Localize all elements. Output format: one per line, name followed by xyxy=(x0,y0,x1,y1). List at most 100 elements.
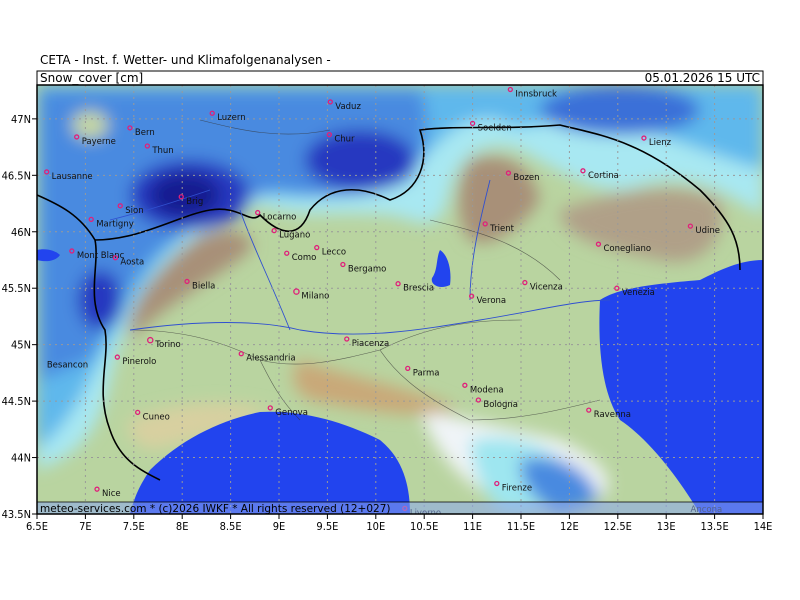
city-marker-icon xyxy=(395,281,401,287)
x-tick-label: 12.5E xyxy=(604,520,632,533)
city-biella: Biella xyxy=(184,278,215,291)
lake-garda xyxy=(431,250,451,288)
x-tick-label: 8.5E xyxy=(220,520,242,533)
sea-areas xyxy=(37,249,763,514)
city-marker-icon xyxy=(271,227,277,234)
city-label: Bern xyxy=(135,128,155,138)
city-label: Mont Blanc xyxy=(77,251,125,261)
city-label: Payerne xyxy=(82,137,116,147)
y-tick-label: 46N xyxy=(11,226,31,239)
city-pinerolo: Pinerolo xyxy=(114,354,156,367)
city-label: Bologna xyxy=(483,400,518,410)
city-lecco: Lecco xyxy=(314,244,346,258)
city-nice: Nice xyxy=(94,486,121,499)
city-marker-icon xyxy=(284,250,290,256)
city-label: Conegliano xyxy=(603,244,651,254)
city-soelden: Soelden xyxy=(469,120,512,133)
city-marker-icon xyxy=(44,169,50,175)
city-marker-icon xyxy=(255,209,261,216)
city-marker-icon xyxy=(595,241,602,247)
city-como: Como xyxy=(284,250,316,263)
national-borders xyxy=(37,124,741,481)
valid-time: 05.01.2026 15 UTC xyxy=(645,71,760,85)
city-sion: Sion xyxy=(117,203,144,216)
city-marker-icon xyxy=(614,285,620,291)
map-frame xyxy=(36,84,764,515)
city-layer: Innsbruck Vaduz Luzern Bern Payerne Soelden Ch… xyxy=(44,86,722,514)
city-bern: Bern xyxy=(127,125,155,138)
city-chur: Chur xyxy=(326,132,355,145)
x-tick-label: 10.5E xyxy=(410,520,438,533)
city-marker-icon xyxy=(586,407,592,413)
city-marker-icon xyxy=(326,132,332,138)
city-lienz: Lienz xyxy=(641,135,672,148)
city-marker-icon xyxy=(405,365,411,372)
city-martigny: Martigny xyxy=(88,216,134,229)
city-marker-icon xyxy=(267,405,273,411)
city-marker-icon xyxy=(74,134,80,140)
city-label: Venezia xyxy=(622,288,655,298)
city-marker-icon xyxy=(475,397,482,403)
x-tick-label: 12E xyxy=(560,520,579,533)
city-label: Modena xyxy=(470,385,504,395)
city-label: Besancon xyxy=(47,360,88,370)
x-tick-label: 13E xyxy=(657,520,676,533)
city-milano: Milano xyxy=(293,288,329,302)
x-tick-label: 10E xyxy=(366,520,385,533)
city-label: Thun xyxy=(151,146,173,156)
city-marker-icon xyxy=(641,135,647,141)
x-tick-label: 11.5E xyxy=(507,520,535,533)
x-tick-label: 8E xyxy=(176,520,189,533)
city-modena: Modena xyxy=(462,382,504,395)
city-label: Firenze xyxy=(502,484,532,494)
city-innsbruck: Innsbruck xyxy=(507,86,557,100)
city-alessandria: Alessandria xyxy=(238,351,296,364)
city-brescia: Brescia xyxy=(395,281,434,294)
city-bergamo: Bergamo xyxy=(340,261,386,275)
city-aosta: Aosta xyxy=(112,255,144,268)
city-marker-icon xyxy=(144,143,151,149)
city-marker-icon xyxy=(147,336,154,344)
city-label: Vicenza xyxy=(530,283,563,293)
city-label: Udine xyxy=(695,226,720,236)
city-label: Brescia xyxy=(403,284,434,294)
institute-title: CETA - Inst. f. Wetter- und Klimafolgena… xyxy=(40,53,331,67)
city-vaduz: Vaduz xyxy=(327,99,361,112)
city-label: Lugano xyxy=(279,231,310,241)
city-lausanne: Lausanne xyxy=(44,169,93,182)
y-tick-label: 43.5N xyxy=(2,508,31,521)
city-marker-icon xyxy=(238,351,244,357)
city-bozen: Bozen xyxy=(505,170,540,183)
city-label: Soelden xyxy=(478,123,512,133)
city-marker-icon xyxy=(184,278,190,285)
city-brig: Brig xyxy=(178,194,203,207)
city-locarno: Locarno xyxy=(255,209,296,223)
city-marker-icon xyxy=(69,248,75,254)
city-label: Verona xyxy=(477,296,507,306)
city-marker-icon xyxy=(687,223,694,229)
city-label: Alessandria xyxy=(246,354,295,364)
y-tick-label: 44N xyxy=(11,452,31,465)
city-label: Cuneo xyxy=(143,412,170,422)
city-label: Innsbruck xyxy=(515,90,557,100)
city-label: Ravenna xyxy=(594,410,631,420)
city-marker-icon xyxy=(127,125,133,131)
city-label: Martigny xyxy=(96,219,134,229)
city-label: Biella xyxy=(192,281,215,291)
city-piacenza: Piacenza xyxy=(344,336,389,349)
axes: 6.5E 7E 7.5E 8E 8.5E 9E 9.5E 10E 10.5E 11E 11.5E 12… xyxy=(2,113,773,533)
city-marker-icon xyxy=(293,288,300,295)
city-besancon: Besancon xyxy=(47,360,88,370)
x-tick-label: 13.5E xyxy=(700,520,728,533)
ligurian-sea xyxy=(130,411,410,514)
city-label: Bozen xyxy=(513,173,539,183)
city-label: Chur xyxy=(334,135,355,145)
city-thun: Thun xyxy=(144,143,174,156)
city-marker-icon xyxy=(88,216,94,222)
city-cortina: Cortina xyxy=(580,168,619,181)
city-marker-icon xyxy=(505,170,512,176)
city-label: Lienz xyxy=(649,138,672,148)
city-marker-icon xyxy=(178,194,184,200)
city-parma: Parma xyxy=(405,365,440,378)
map-area: Innsbruck Vaduz Luzern Bern Payerne Soelden Ch… xyxy=(37,85,763,514)
